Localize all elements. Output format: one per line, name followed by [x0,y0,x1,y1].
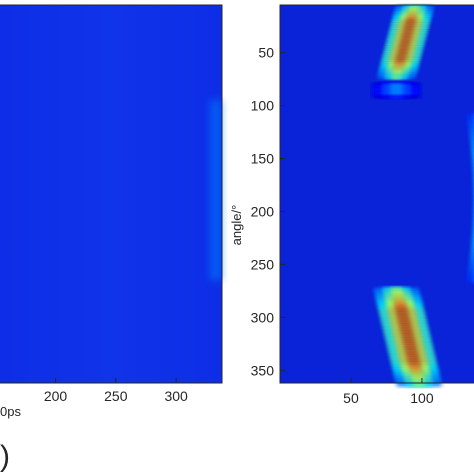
right-y-tick-label-2: 150 [251,151,275,167]
left-feature-0 [209,100,222,281]
left-x-tick-label-0: 200 [44,388,68,404]
right-heatmap-background [280,5,474,383]
left-heatmap-background [0,5,222,383]
left-x-axis-label: 0ps [0,404,21,419]
right-band-1 [374,82,419,99]
left-heatmap-features [209,100,222,281]
right-y-tick-label-6: 350 [251,362,275,378]
right-y-axis-ticks: 50 100 150 200 250 300 350 [251,45,285,378]
left-x-tick-label-1: 250 [104,388,128,404]
right-x-tick-label-1: 100 [410,390,434,406]
right-band-0 [377,5,434,79]
left-plot-frame [0,4,223,384]
left-x-axis-ticks: 200 250 300 [44,378,188,404]
left-x-tick-label-2: 300 [164,388,188,404]
right-heatmap-panel: 50 100 150 200 250 300 350 50 100 angle/° [229,4,474,406]
right-y-tick-label-4: 250 [251,256,275,272]
right-plot-frame [279,4,474,384]
left-panel-tag: ) [0,440,10,473]
right-y-tick-label-3: 200 [251,203,275,219]
right-y-tick-label-0: 50 [258,45,274,61]
right-band-3 [374,287,442,387]
right-y-tick-label-5: 300 [251,309,275,325]
right-y-axis-label: angle/° [229,205,244,246]
right-heatmap-features [374,5,474,387]
right-x-axis-ticks: 50 100 [343,378,434,406]
right-x-tick-label-0: 50 [343,390,359,406]
right-y-tick-label-1: 100 [251,98,275,114]
left-heatmap-panel: 200 250 300 0ps ) [0,4,223,473]
